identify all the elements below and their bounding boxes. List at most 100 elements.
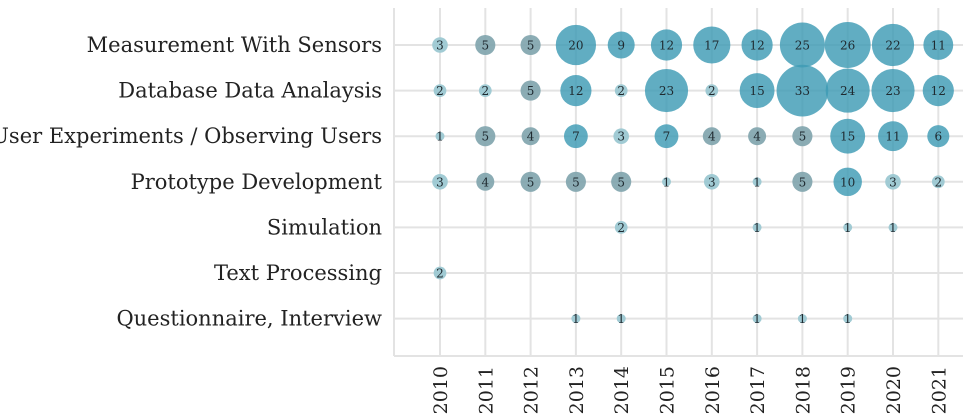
bubble xyxy=(927,125,950,148)
bubble xyxy=(614,221,628,234)
bubble xyxy=(693,26,731,64)
bubble xyxy=(830,118,866,154)
bubble xyxy=(650,29,683,61)
bubble xyxy=(843,222,853,232)
bubble-value-label: 2 xyxy=(436,267,444,281)
bubble-value-label: 2 xyxy=(934,175,942,189)
bubble-layer xyxy=(432,22,954,324)
label-layer: Measurement With Sensors Database Data An… xyxy=(0,33,950,414)
bubble-value-label: 9 xyxy=(617,39,625,53)
year-label: 2013 xyxy=(566,366,588,414)
bubble-value-label: 15 xyxy=(840,130,855,144)
bubble xyxy=(797,314,807,324)
bubble xyxy=(825,68,870,113)
year-label: 2012 xyxy=(521,366,543,414)
bubble xyxy=(748,127,767,146)
bubble-value-label: 25 xyxy=(795,39,810,53)
bubble xyxy=(613,128,629,144)
bubble xyxy=(475,34,496,56)
bubble-value-label: 2 xyxy=(708,84,716,98)
bubble xyxy=(833,167,862,197)
bubble-value-label: 1 xyxy=(844,312,852,326)
year-label: 2016 xyxy=(702,366,724,414)
bubble xyxy=(705,84,719,97)
bubble xyxy=(752,222,762,232)
bubble xyxy=(843,314,853,324)
bubble xyxy=(792,126,813,147)
bubble-value-label: 3 xyxy=(436,39,444,53)
bubble xyxy=(563,124,588,149)
bubble xyxy=(922,75,954,107)
bubble-value-label: 11 xyxy=(931,39,946,53)
bubble-value-label: 17 xyxy=(704,39,719,53)
bubble-value-label: 3 xyxy=(436,175,444,189)
bubble-value-label: 3 xyxy=(617,130,625,144)
bubble-value-label: 33 xyxy=(795,84,810,98)
bubble xyxy=(752,314,762,324)
bubble-value-label: 6 xyxy=(934,130,942,144)
bubble-value-label: 7 xyxy=(663,130,671,144)
bubble xyxy=(885,174,901,190)
bubble xyxy=(607,31,635,59)
bubble-value-label: 5 xyxy=(527,175,535,189)
bubble-value-label: 23 xyxy=(885,84,900,98)
bubble-value-label: 1 xyxy=(617,312,625,326)
bubble-value-label: 11 xyxy=(885,130,900,144)
bubble xyxy=(476,172,495,191)
bubble-value-label: 5 xyxy=(617,175,625,189)
bubble-value-label: 24 xyxy=(840,84,856,98)
bubble-value-label: 5 xyxy=(481,39,489,53)
bubble xyxy=(702,127,721,146)
bubble-value-label: 5 xyxy=(799,175,807,189)
bubble xyxy=(432,174,448,190)
category-label: Prototype Development xyxy=(131,170,383,194)
bubble xyxy=(888,222,898,232)
bubble xyxy=(555,24,597,66)
bubble-value-label: 5 xyxy=(572,175,580,189)
bubble xyxy=(520,171,541,192)
bubble xyxy=(871,69,915,113)
bubble xyxy=(478,84,492,97)
bubble-value-label: 5 xyxy=(481,130,489,144)
bubble xyxy=(704,174,720,190)
bubble-value-label: 12 xyxy=(659,39,674,53)
bubble-value-label: 3 xyxy=(889,175,897,189)
year-label: 2019 xyxy=(838,366,860,414)
bubble xyxy=(616,314,626,324)
bubble xyxy=(435,131,445,141)
bubble xyxy=(560,75,592,107)
bubble-value-label: 3 xyxy=(708,175,716,189)
bubble-value-label: 4 xyxy=(708,130,716,144)
bubble-value-label: 1 xyxy=(572,312,580,326)
bubble xyxy=(752,177,762,187)
bubble-value-label: 1 xyxy=(753,175,761,189)
bubble xyxy=(433,84,447,97)
bubble-value-label: 2 xyxy=(617,84,625,98)
bubble xyxy=(611,171,632,192)
bubble-value-label: 12 xyxy=(568,84,583,98)
bubble xyxy=(614,84,628,97)
category-label: Questionnaire, Interview xyxy=(116,307,382,331)
bubble-value-label: 1 xyxy=(663,175,671,189)
bubble-value-label: 1 xyxy=(889,221,897,235)
bubble xyxy=(433,266,447,280)
year-label: 2020 xyxy=(883,366,905,414)
year-label: 2011 xyxy=(475,366,497,414)
bubble-value-label: 7 xyxy=(572,130,580,144)
bubble-value-label: 2 xyxy=(481,84,489,98)
bubble xyxy=(824,22,871,68)
bubble-value-label: 15 xyxy=(749,84,764,98)
bubble xyxy=(475,126,496,147)
year-label: 2015 xyxy=(657,366,679,414)
bubble-value-label: 5 xyxy=(527,39,535,53)
bubble xyxy=(779,22,825,68)
bubble xyxy=(644,69,689,113)
bubble xyxy=(739,73,775,109)
year-label: 2010 xyxy=(430,366,452,414)
bubble-value-label: 1 xyxy=(844,221,852,235)
bubble xyxy=(432,37,448,53)
bubble-value-label: 22 xyxy=(885,39,900,53)
bubble-value-label: 5 xyxy=(799,130,807,144)
bubble-value-label: 1 xyxy=(436,130,444,144)
